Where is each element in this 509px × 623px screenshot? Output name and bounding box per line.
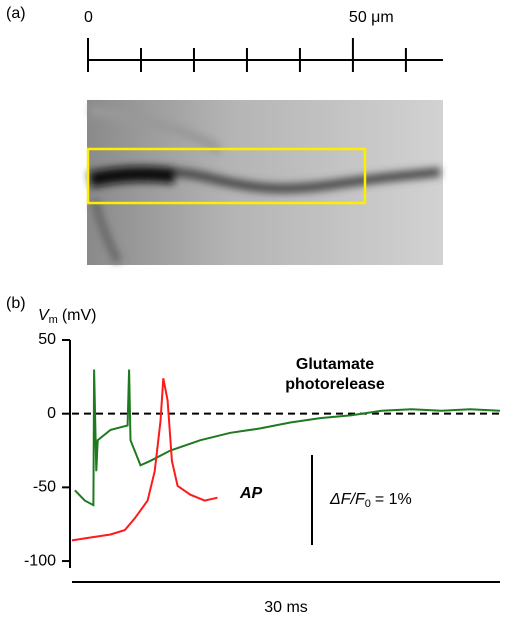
fluorescence-scale-label: ΔF/F0 = 1% <box>329 491 412 510</box>
trace <box>71 378 218 542</box>
x-scale-label: 30 ms <box>264 599 308 616</box>
panel-label: (a) <box>6 5 26 22</box>
panel-label: (b) <box>6 295 26 312</box>
scale-label: 50 μm <box>349 9 394 26</box>
scale-bar: 0 50 μm <box>84 9 443 72</box>
series-label: Glutamate photorelease <box>285 356 385 393</box>
y-tick-label: 0 <box>47 405 56 422</box>
y-tick-label: 50 <box>38 331 56 348</box>
trace <box>74 369 501 507</box>
y-tick-label: -50 <box>33 479 56 496</box>
y-tick-label: -100 <box>24 552 56 569</box>
series-label: AP <box>239 485 263 502</box>
plot: 50 0 -50 -100 Glutamate photorelease AP <box>24 331 501 583</box>
micrograph <box>86 100 443 265</box>
scale-label: 0 <box>84 9 93 26</box>
y-axis-label: Vm (mV) <box>38 307 97 326</box>
